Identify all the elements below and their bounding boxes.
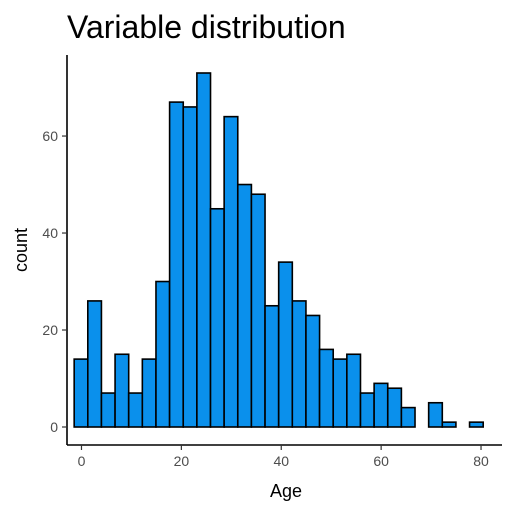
histogram-bar [168,101,185,428]
histogram-bar [277,261,294,428]
x-axis-label: Age [270,481,302,501]
histogram-bar [264,304,280,428]
histogram-bar [441,421,457,428]
y-tick-label: 60 [42,128,58,144]
chart-title: Variable distribution [67,9,346,45]
histogram-bar [318,348,335,428]
histogram-bar [346,353,362,428]
x-ticks-group: 0 20 40 60 80 [78,445,489,469]
histogram-bar [236,183,253,428]
histogram-bar [73,358,89,428]
y-tick-label: 20 [42,322,58,338]
x-tick-label: 60 [373,453,389,469]
histogram-bar [223,115,239,428]
x-tick-label: 0 [78,453,86,469]
histogram-bar [305,314,321,428]
histogram-bar [291,300,307,428]
histogram-bar [468,421,484,428]
histogram-bar [209,207,225,428]
x-tick-label: 80 [473,453,489,469]
y-tick-label: 0 [50,419,58,435]
histogram-bar [359,392,375,428]
histogram-bar [100,392,116,428]
histogram-bar [155,280,171,428]
histogram-bar [386,387,403,428]
histogram-bar [141,358,157,428]
histogram-bar [87,300,103,428]
y-tick-label: 40 [42,225,58,241]
histogram-bar [373,382,389,428]
histogram-bar [182,106,198,428]
histogram-bar [332,358,348,428]
y-ticks-group: 0 20 40 60 [42,128,67,435]
bars-group [73,72,484,428]
y-axis-label: count [11,228,31,272]
histogram-bar [114,353,130,428]
histogram-bar [127,392,144,428]
x-tick-label: 40 [273,453,289,469]
histogram-bar [400,406,416,428]
x-tick-label: 20 [174,453,190,469]
histogram-bar [427,401,444,428]
histogram-bar [196,72,212,428]
histogram-bar [250,193,266,428]
